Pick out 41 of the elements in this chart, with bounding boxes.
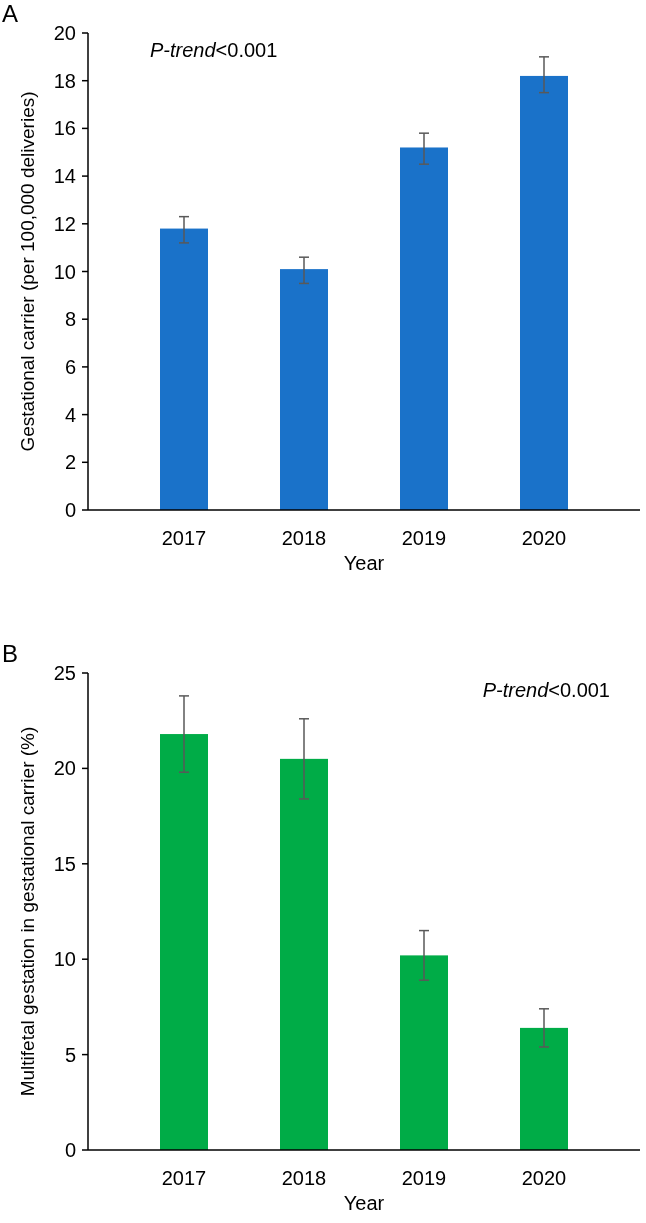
x-tick-label: 2019 [401, 1167, 447, 1189]
y-tick-label: 6 [64, 355, 76, 378]
y-tick-label: 0 [64, 499, 76, 521]
y-tick-label: 20 [53, 22, 76, 44]
x-tick-label: 2017 [161, 527, 207, 549]
y-tick-label: 15 [53, 852, 76, 875]
annotation: P-trend<0.001 [150, 39, 278, 61]
x-tick-label: 2020 [521, 527, 567, 549]
y-axis-title: Gestational carrier (per 100,000 deliveries) [17, 91, 38, 452]
y-tick-label: 12 [53, 212, 76, 235]
y-tick-label: 2 [64, 451, 76, 474]
y-tick-label: 10 [53, 260, 76, 283]
bar [400, 147, 448, 510]
y-tick-label: 14 [53, 165, 76, 188]
y-tick-label: 10 [53, 948, 76, 971]
x-tick-label: 2018 [281, 1167, 327, 1189]
bar [280, 758, 328, 1150]
bar [160, 734, 208, 1150]
x-tick-label: 2018 [281, 527, 327, 549]
chart-title: B [2, 640, 19, 667]
y-tick-label: 0 [64, 1139, 76, 1161]
bar [280, 269, 328, 510]
annotation: P-trend<0.001 [482, 679, 610, 701]
y-axis-title: Multifetal gestation in gestational carrier (%) [17, 726, 38, 1097]
bar [160, 228, 208, 510]
y-tick-label: 8 [64, 308, 76, 331]
x-tick-label: 2020 [521, 1167, 567, 1189]
bar [400, 955, 448, 1150]
y-tick-label: 18 [53, 69, 76, 92]
x-tick-label: 2017 [161, 1167, 207, 1189]
y-tick-label: 16 [53, 117, 76, 140]
chart-title: A [2, 0, 19, 27]
y-tick-label: 25 [53, 662, 76, 684]
y-tick-label: 20 [53, 757, 76, 780]
bar [520, 75, 568, 510]
x-tick-label: 2019 [401, 527, 447, 549]
y-tick-label: 4 [64, 403, 76, 426]
y-tick-label: 5 [64, 1043, 76, 1066]
bar [520, 1027, 568, 1150]
x-axis-title: Year [343, 1192, 385, 1214]
x-axis-title: Year [343, 552, 385, 574]
